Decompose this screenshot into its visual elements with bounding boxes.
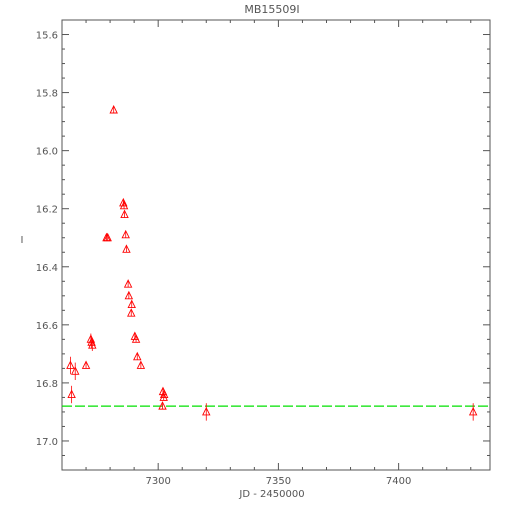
- data-point-marker: [131, 334, 141, 343]
- data-point-marker: [159, 392, 168, 401]
- plot-border: [61, 19, 491, 471]
- x-tick-label: 7350: [266, 476, 291, 487]
- data-point-marker: [66, 360, 75, 369]
- y-tick-label: 16.4: [36, 263, 58, 274]
- y-tick-label: 16.8: [36, 379, 58, 390]
- data-point-marker: [468, 406, 478, 416]
- chart-title: MB15509I: [244, 3, 299, 16]
- y-tick-label: 16.2: [36, 205, 58, 216]
- plot-frame: [61, 19, 491, 471]
- data-points-layer: [66, 104, 478, 421]
- data-point-marker: [70, 366, 80, 375]
- data-point-marker: [133, 351, 142, 361]
- data-point-marker: [127, 299, 136, 308]
- data-point-marker: [88, 340, 97, 349]
- data-point-marker: [136, 360, 146, 369]
- data-point-marker: [124, 290, 134, 300]
- data-point-marker: [67, 389, 76, 398]
- data-point-marker: [81, 360, 91, 369]
- data-point-marker: [119, 197, 128, 207]
- data-point-marker: [123, 279, 133, 288]
- data-point-marker: [103, 232, 112, 242]
- y-axis-ticks: 15.6 15.8 16.0 16.2 16.4 16.6 16.8 17.0: [36, 19, 490, 471]
- data-point-marker: [87, 337, 96, 346]
- y-tick-label: 17.0: [36, 437, 58, 448]
- data-point-marker: [121, 229, 130, 239]
- x-axis-ticks: 7300 7350 7400: [61, 20, 472, 487]
- x-tick-label: 7400: [386, 476, 411, 487]
- y-tick-label: 15.6: [36, 31, 58, 42]
- y-tick-label: 15.8: [36, 89, 58, 100]
- y-axis-label: I: [21, 235, 24, 246]
- data-point-marker: [122, 244, 131, 253]
- data-point-marker: [109, 104, 118, 114]
- data-point-marker: [202, 406, 211, 416]
- y-tick-label: 16.0: [36, 147, 58, 158]
- data-point-marker: [159, 389, 169, 398]
- data-point-marker: [120, 209, 129, 218]
- data-point-marker: [86, 334, 96, 343]
- data-point-marker: [127, 308, 136, 317]
- x-axis-label: JD - 2450000: [238, 489, 304, 500]
- data-point-marker: [158, 401, 167, 410]
- y-tick-label: 16.6: [36, 321, 58, 332]
- x-tick-label: 7300: [145, 476, 170, 487]
- data-point-marker: [119, 200, 129, 210]
